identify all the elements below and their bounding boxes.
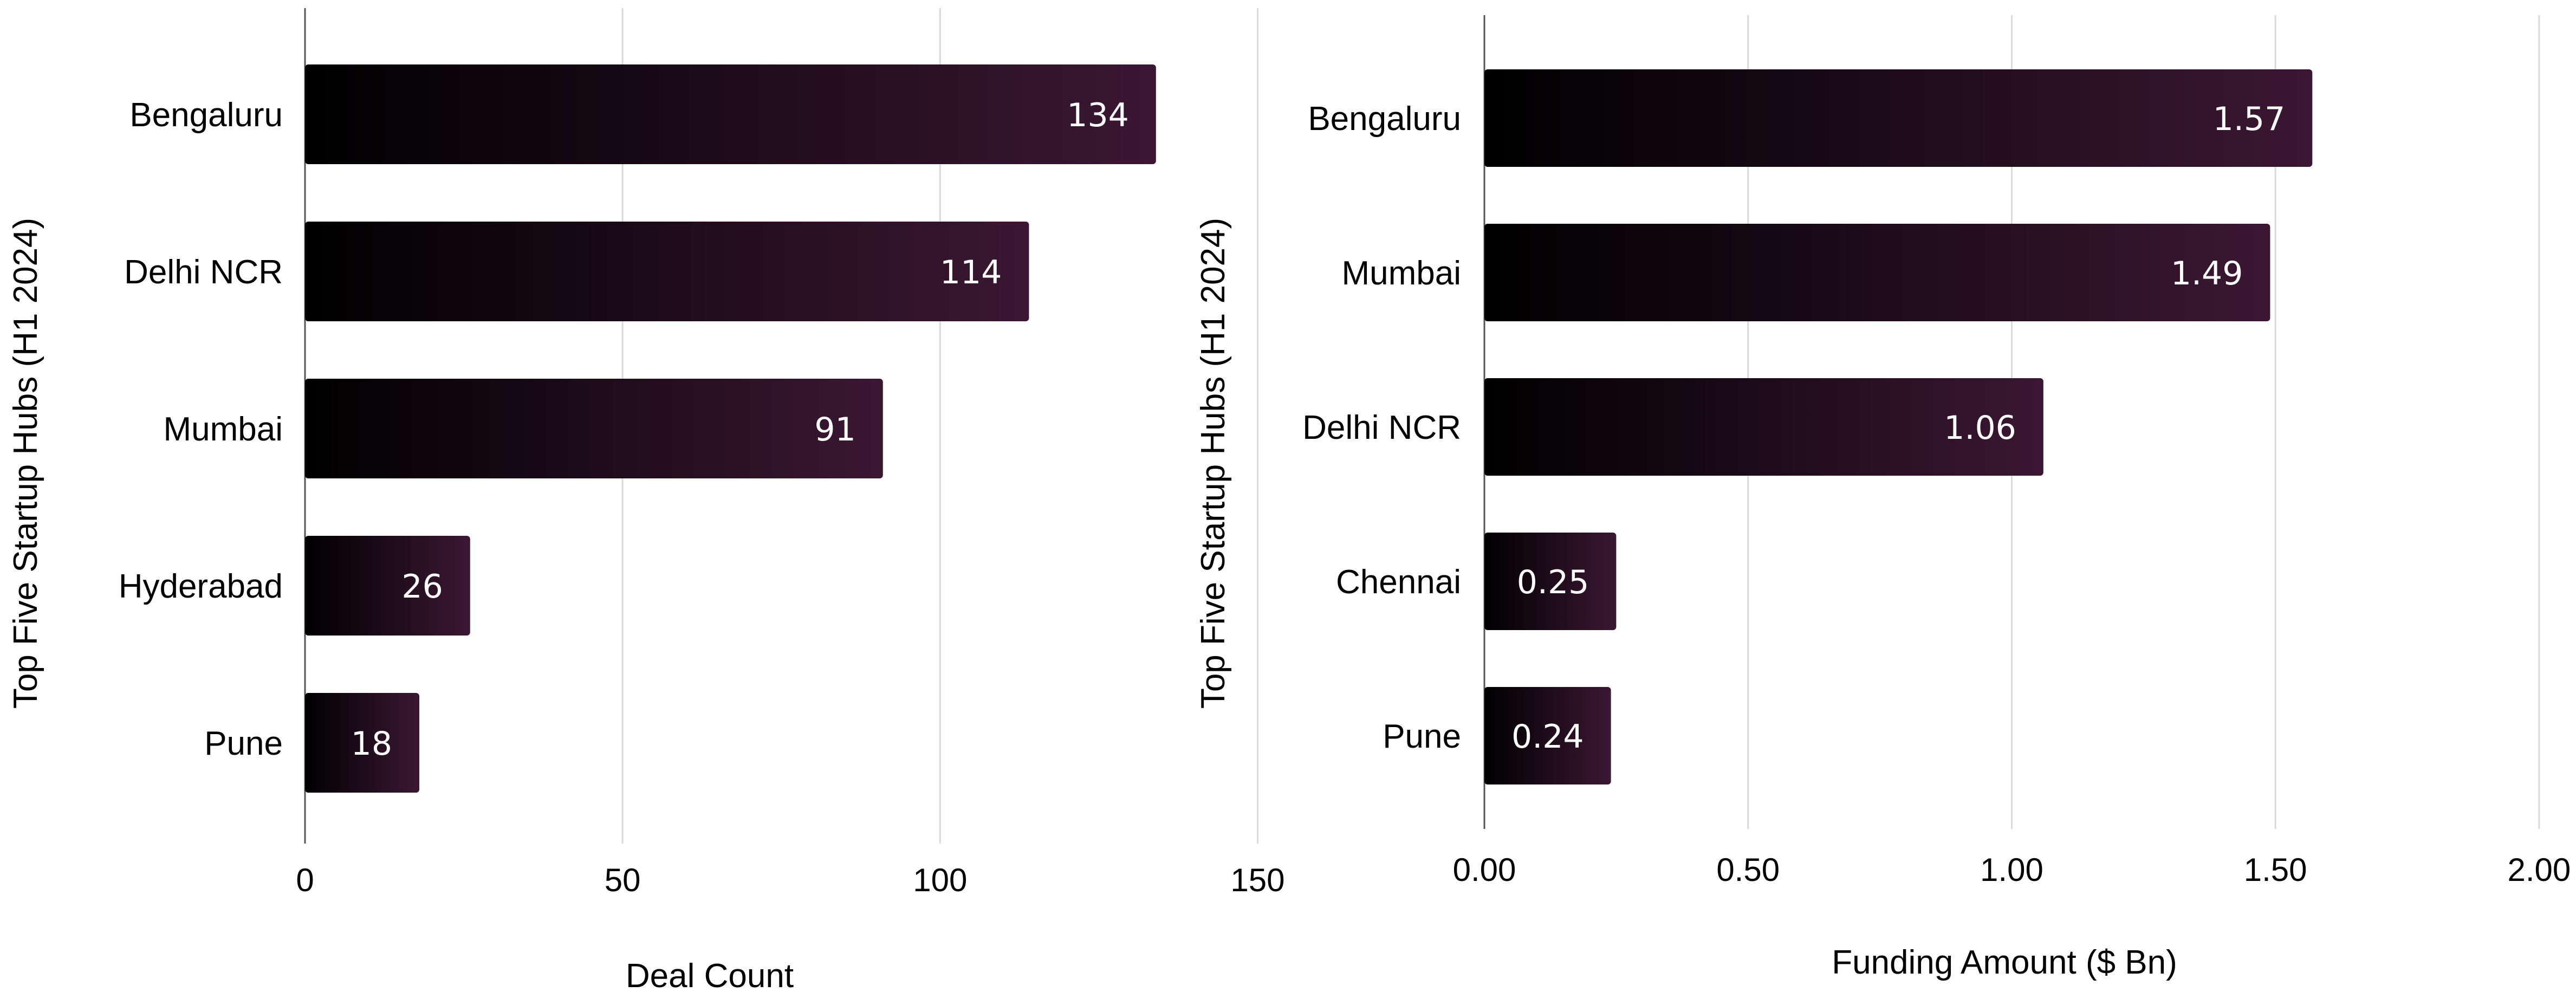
category-label: Chennai (1336, 563, 1461, 601)
bar-value-label: 134 (1067, 96, 1129, 134)
bar (305, 536, 470, 636)
bar-value-label: 91 (814, 411, 855, 449)
bar (1484, 69, 2313, 167)
x-tick-label: 50 (605, 862, 641, 898)
bar-value-label: 1.49 (2171, 255, 2243, 293)
bar (1484, 224, 2270, 321)
bar (305, 379, 883, 478)
y-axis-title: Top Five Startup Hubs (H1 2024) (7, 218, 44, 709)
category-label: Pune (1383, 718, 1461, 755)
bar-value-label: 18 (351, 725, 392, 763)
bar (305, 693, 420, 793)
category-label: Hyderabad (119, 568, 283, 605)
x-tick-label: 0 (296, 862, 314, 898)
x-axis-title: Funding Amount ($ Bn) (1832, 944, 2177, 981)
bar (1484, 378, 2043, 476)
category-label: Mumbai (1341, 255, 1461, 292)
bar-value-label: 1.57 (2213, 100, 2286, 138)
bar (1484, 687, 1611, 784)
x-tick-label: 100 (913, 862, 967, 898)
x-tick-label: 1.00 (1980, 852, 2043, 888)
bar-value-label: 26 (401, 568, 443, 606)
category-label: Mumbai (163, 411, 283, 448)
bar-value-label: 0.25 (1517, 563, 1589, 601)
category-label: Bengaluru (1308, 100, 1461, 138)
bar (305, 222, 1029, 321)
x-tick-label: 150 (1230, 862, 1284, 898)
bar-value-label: 114 (940, 254, 1002, 291)
x-tick-label: 0.00 (1453, 852, 1516, 888)
category-label: Delhi NCR (124, 254, 283, 291)
chart-panel-2: 0.00 0.50 1.00 1.50 2.00 Bengaluru 1.57 Mumbai 1… (1195, 15, 2571, 981)
category-label: Delhi NCR (1302, 409, 1461, 446)
x-tick-label: 2.00 (2507, 852, 2571, 888)
bar-value-label: 1.06 (1944, 409, 2016, 447)
category-label: Pune (204, 725, 283, 762)
x-tick-label: 1.50 (2244, 852, 2307, 888)
chart-panel-1: 0 50 100 150 Bengaluru 134 Delhi NCR 114 Mumbai 9… (7, 8, 1284, 995)
x-tick-label: 0.50 (1716, 852, 1780, 888)
bar (305, 64, 1156, 164)
bar-value-label: 0.24 (1511, 718, 1584, 756)
y-axis-title: Top Five Startup Hubs (H1 2024) (1195, 218, 1232, 709)
bar (1484, 533, 1617, 630)
category-label: Bengaluru (129, 96, 283, 134)
x-axis-title: Deal Count (626, 957, 794, 995)
